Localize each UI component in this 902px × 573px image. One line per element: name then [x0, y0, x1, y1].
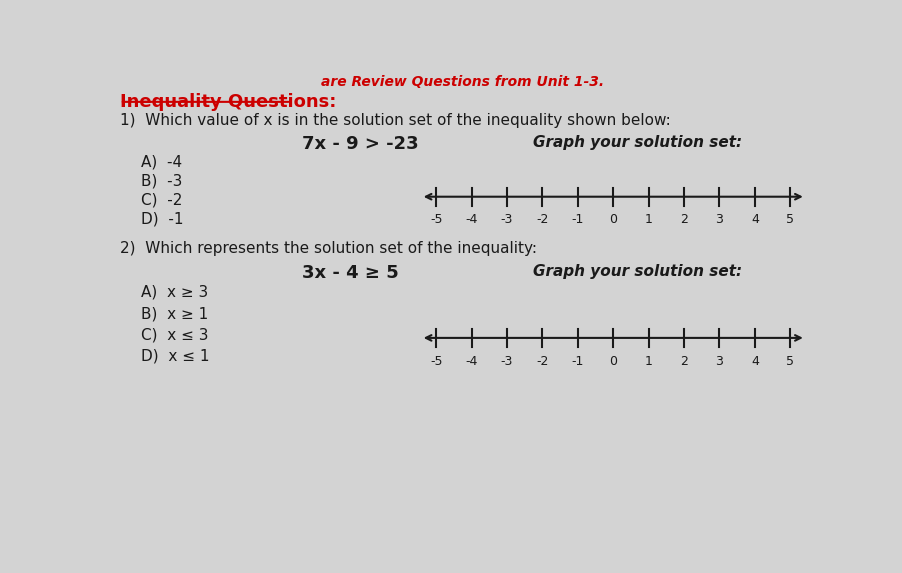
Text: -1: -1	[571, 214, 584, 226]
Text: 0: 0	[609, 214, 617, 226]
Text: B)  x ≥ 1: B) x ≥ 1	[141, 306, 207, 321]
Text: -5: -5	[429, 355, 442, 368]
Text: 4: 4	[750, 355, 758, 368]
Text: C)  x ≤ 3: C) x ≤ 3	[141, 327, 208, 342]
Text: 3x - 4 ≥ 5: 3x - 4 ≥ 5	[301, 264, 398, 282]
Text: 2: 2	[679, 214, 687, 226]
Text: Graph your solution set:: Graph your solution set:	[532, 135, 741, 150]
Text: 2: 2	[679, 355, 687, 368]
Text: 5: 5	[786, 355, 794, 368]
Text: -2: -2	[536, 214, 548, 226]
Text: D)  -1: D) -1	[141, 211, 183, 227]
Text: C)  -2: C) -2	[141, 193, 182, 208]
Text: -3: -3	[501, 214, 512, 226]
Text: 4: 4	[750, 214, 758, 226]
Text: 1)  Which value of x is in the solution set of the inequality shown below:: 1) Which value of x is in the solution s…	[120, 113, 670, 128]
Text: -2: -2	[536, 355, 548, 368]
Text: B)  -3: B) -3	[141, 174, 182, 189]
Text: 7x - 9 > -23: 7x - 9 > -23	[301, 135, 418, 153]
Text: 3: 3	[714, 355, 723, 368]
Text: -5: -5	[429, 214, 442, 226]
Text: 5: 5	[786, 214, 794, 226]
Text: Inequality Questions:: Inequality Questions:	[120, 93, 336, 111]
Text: 2)  Which represents the solution set of the inequality:: 2) Which represents the solution set of …	[120, 241, 537, 256]
Text: Graph your solution set:: Graph your solution set:	[532, 264, 741, 279]
Text: -4: -4	[465, 214, 477, 226]
Text: A)  -4: A) -4	[141, 155, 182, 170]
Text: D)  x ≤ 1: D) x ≤ 1	[141, 348, 209, 363]
Text: -3: -3	[501, 355, 512, 368]
Text: 0: 0	[609, 355, 617, 368]
Text: 1: 1	[644, 214, 652, 226]
Text: are Review Questions from Unit 1-3.: are Review Questions from Unit 1-3.	[321, 76, 603, 89]
Text: -1: -1	[571, 355, 584, 368]
Text: A)  x ≥ 3: A) x ≥ 3	[141, 285, 207, 300]
Text: 1: 1	[644, 355, 652, 368]
Text: 3: 3	[714, 214, 723, 226]
Text: -4: -4	[465, 355, 477, 368]
